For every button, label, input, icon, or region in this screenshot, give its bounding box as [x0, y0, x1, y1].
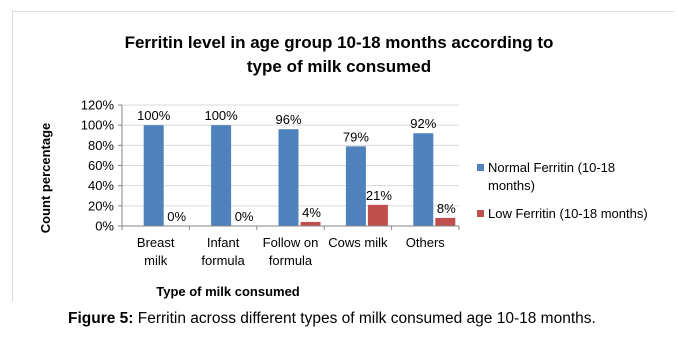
legend-label: Normal Ferritin (10-18 months) [488, 160, 615, 193]
x-tick-labels: Breast milk Infant formula Follow on formula C… [137, 235, 445, 268]
chart-title-line: Ferritin level in age group 10-18 months… [125, 33, 554, 52]
data-label: 8% [437, 201, 456, 216]
y-tick-label: 60% [88, 158, 114, 173]
chart-title-line: type of milk consumed [247, 57, 431, 76]
x-tick-label: Follow on formula [263, 235, 319, 268]
legend: Normal Ferritin (10-18 months) Low Ferriti… [477, 160, 648, 221]
bar-low-ferritin [435, 217, 456, 226]
x-tick-label: Breast milk [137, 235, 175, 268]
bar-low-ferritin [367, 204, 388, 226]
chart-frame: Ferritin level in age group 10-18 months… [12, 11, 674, 301]
data-label: 4% [302, 205, 321, 220]
data-label: 100% [204, 108, 238, 123]
y-tick-label: 120% [81, 98, 115, 113]
y-tick-label: 80% [88, 138, 114, 153]
legend-label: Low Ferritin (10-18 months) [488, 206, 648, 221]
bars [143, 125, 456, 226]
y-tick-labels: 0% 20% 40% 60% 80% 100% 120% [81, 98, 115, 234]
data-label: 0% [167, 209, 186, 224]
data-label: 100% [137, 108, 171, 123]
axes [121, 105, 460, 230]
y-tick-label: 40% [88, 178, 114, 193]
y-tick-label: 20% [88, 198, 114, 213]
bar-low-ferritin [300, 221, 321, 226]
x-tick-label: Cows milk [328, 235, 388, 250]
bar-normal-ferritin [143, 125, 164, 226]
y-axis-title: Count percentage [38, 123, 53, 234]
bar-normal-ferritin [211, 125, 232, 226]
x-tick-label: Infant formula [201, 235, 245, 268]
data-label: 92% [410, 116, 436, 131]
legend-swatch [477, 210, 484, 217]
x-axis-title: Type of milk consumed [156, 284, 300, 299]
figure-caption: Figure 5: Ferritin across different type… [68, 310, 678, 328]
data-label: 0% [235, 209, 254, 224]
x-tick-label: Others [406, 235, 446, 250]
bar-normal-ferritin [278, 129, 299, 226]
y-tick-label: 0% [95, 219, 114, 234]
caption-text: Ferritin across different types of milk … [133, 310, 596, 327]
data-label: 79% [343, 129, 369, 144]
bar-normal-ferritin [345, 146, 366, 226]
bar-normal-ferritin [413, 133, 434, 226]
chart-title: Ferritin level in age group 10-18 months… [125, 33, 554, 76]
y-tick-label: 100% [81, 118, 115, 133]
data-label: 21% [366, 188, 392, 203]
bar-chart: Ferritin level in age group 10-18 months… [38, 33, 648, 299]
caption-label: Figure 5: [68, 310, 134, 327]
data-labels: 100% 100% 96% 79% 92% 0% 0% 4% 21% 8% [137, 108, 456, 224]
legend-swatch [477, 164, 484, 171]
data-label: 96% [275, 112, 301, 127]
